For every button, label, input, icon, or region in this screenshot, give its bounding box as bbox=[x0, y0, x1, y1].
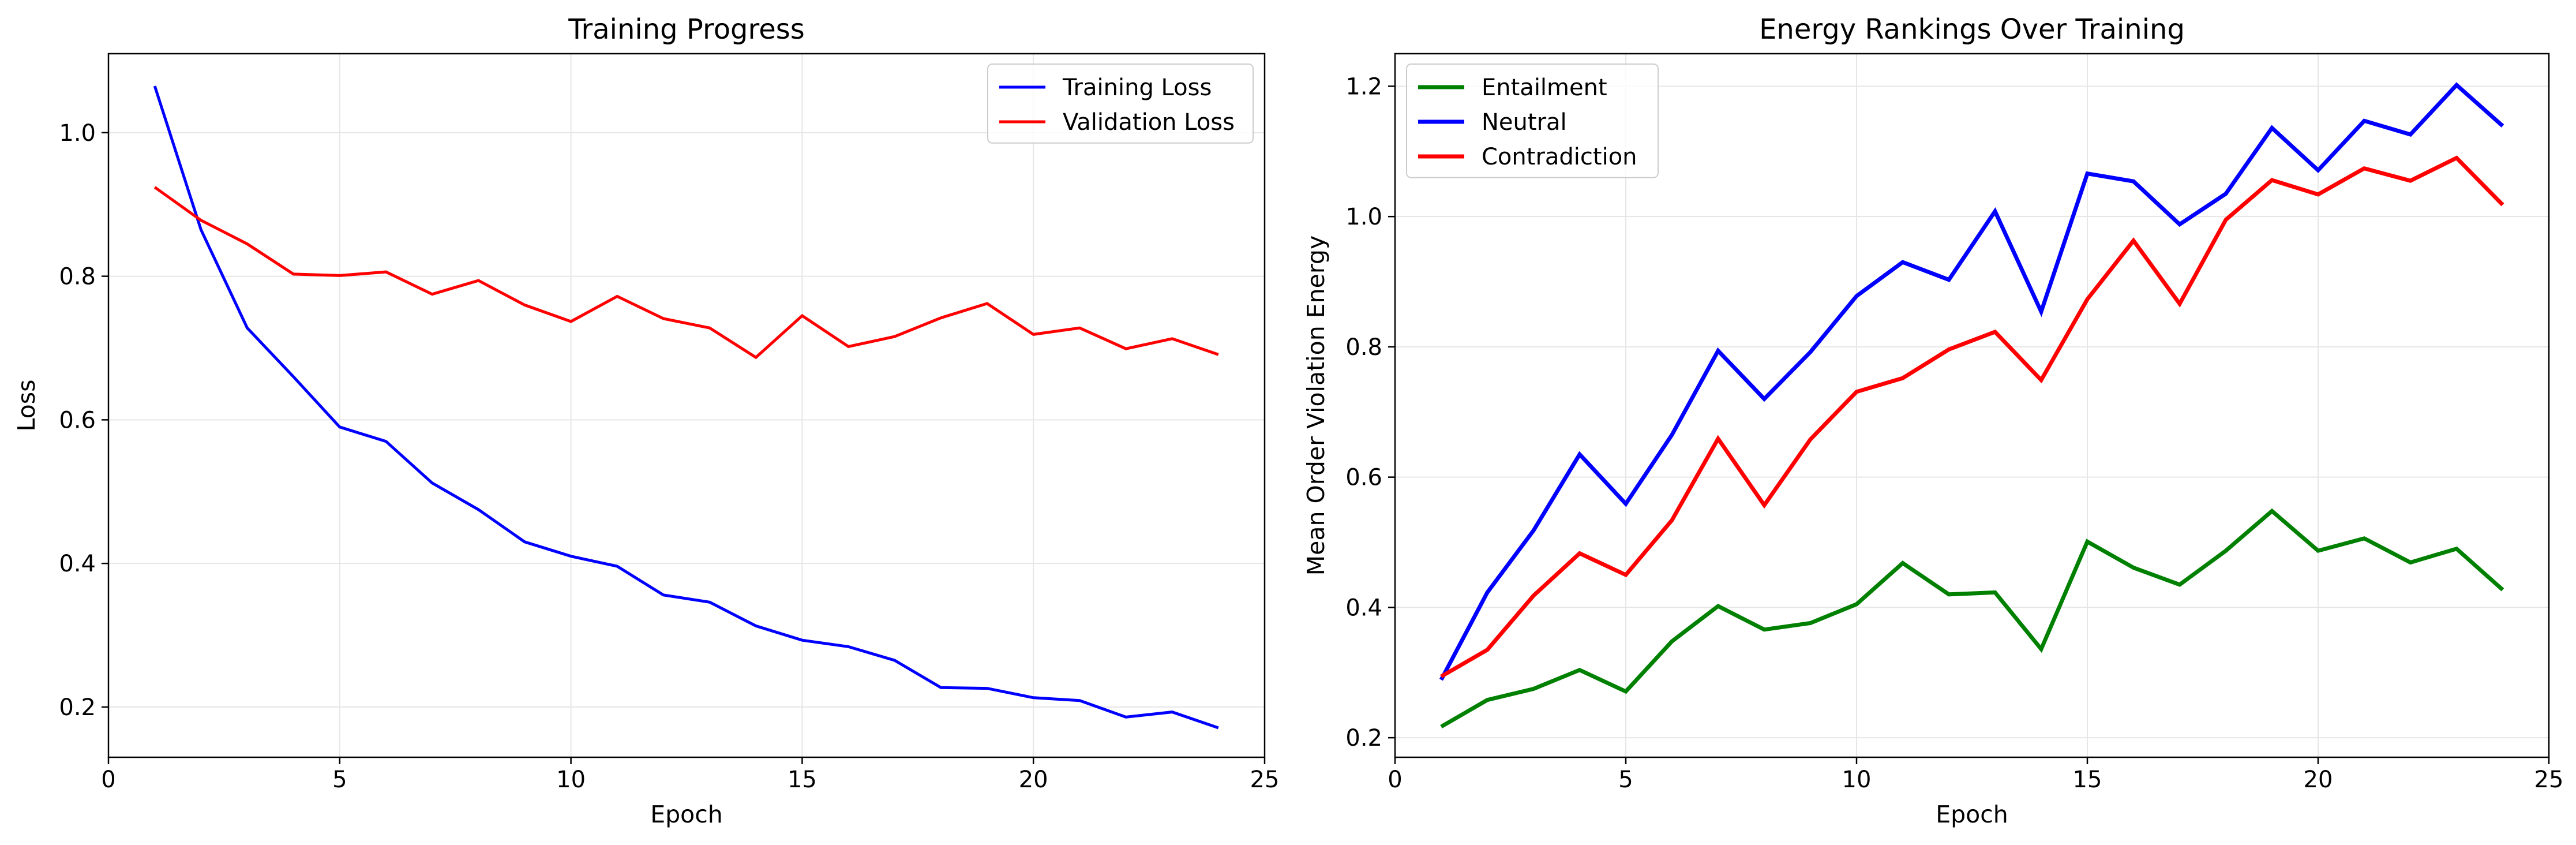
y-tick-label: 1.2 bbox=[1345, 73, 1382, 100]
series-line-training-loss bbox=[153, 85, 1219, 730]
plot-frame bbox=[107, 53, 1266, 758]
y-tick-label: 0.8 bbox=[59, 264, 96, 290]
y-tick-label: 1.0 bbox=[1345, 204, 1382, 230]
series-lines bbox=[1439, 82, 2504, 729]
chart-energy-rankings: 0 5 10 15 20 25 0.2 0.4 0.6 0.8 1.0 1.2 Energy Rank… bbox=[1302, 13, 2563, 828]
y-tick-label: 0.8 bbox=[1345, 334, 1382, 361]
series-line-neutral bbox=[1439, 82, 2504, 681]
legend: Entailment Neutral Contradiction bbox=[1406, 63, 1659, 178]
x-tick-label: 10 bbox=[1842, 767, 1872, 793]
axis-ticks: 0 5 10 15 20 25 0.2 0.4 0.6 0.8 1.0 bbox=[59, 120, 1279, 793]
x-tick-label: 5 bbox=[332, 767, 347, 793]
series-line-validation-loss bbox=[153, 186, 1219, 360]
x-tick-label: 15 bbox=[788, 767, 817, 793]
x-tick-label: 0 bbox=[101, 767, 115, 793]
plot-frame bbox=[1394, 53, 2550, 758]
y-tick-label: 0.2 bbox=[1345, 725, 1382, 751]
x-tick-label: 20 bbox=[1019, 767, 1048, 793]
legend-label-contradiction: Contradiction bbox=[1482, 144, 1637, 170]
legend-label-training-loss: Training Loss bbox=[1062, 74, 1212, 101]
y-axis-label: Mean Order Violation Energy bbox=[1302, 235, 1330, 576]
legend-label-entailment: Entailment bbox=[1482, 74, 1607, 101]
chart-training-progress: 0 5 10 15 20 25 0.2 0.4 0.6 0.8 1.0 Training Progr… bbox=[13, 13, 1279, 828]
y-tick-label: 0.4 bbox=[1345, 595, 1382, 621]
x-tick-label: 25 bbox=[2534, 767, 2564, 793]
y-axis-label: Loss bbox=[13, 380, 40, 432]
series-lines bbox=[153, 85, 1219, 730]
series-line-contradiction bbox=[1440, 155, 2504, 679]
legend-box bbox=[1406, 63, 1659, 178]
legend: Training Loss Validation Loss bbox=[987, 63, 1254, 144]
x-tick-label: 10 bbox=[556, 767, 586, 793]
y-tick-label: 0.6 bbox=[1345, 465, 1382, 491]
y-tick-label: 0.6 bbox=[59, 407, 96, 433]
legend-box bbox=[987, 63, 1254, 144]
y-tick-label: 1.0 bbox=[59, 120, 96, 147]
x-tick-label: 15 bbox=[2073, 767, 2102, 793]
y-tick-label: 0.4 bbox=[59, 551, 96, 577]
x-axis-label: Epoch bbox=[1936, 801, 2008, 828]
chart-title: Energy Rankings Over Training bbox=[1759, 13, 2185, 46]
x-tick-label: 20 bbox=[2304, 767, 2333, 793]
chart-title: Training Progress bbox=[568, 13, 805, 46]
legend-label-validation-loss: Validation Loss bbox=[1063, 109, 1235, 136]
x-tick-label: 5 bbox=[1618, 767, 1633, 793]
x-tick-label: 25 bbox=[1250, 767, 1280, 793]
x-axis-label: Epoch bbox=[650, 801, 723, 828]
legend-label-neutral: Neutral bbox=[1482, 109, 1567, 136]
series-line-entailment bbox=[1440, 508, 2504, 729]
y-tick-label: 0.2 bbox=[59, 694, 96, 721]
x-tick-label: 0 bbox=[1388, 767, 1402, 793]
axis-ticks: 0 5 10 15 20 25 0.2 0.4 0.6 0.8 1.0 1.2 bbox=[1345, 73, 2563, 793]
